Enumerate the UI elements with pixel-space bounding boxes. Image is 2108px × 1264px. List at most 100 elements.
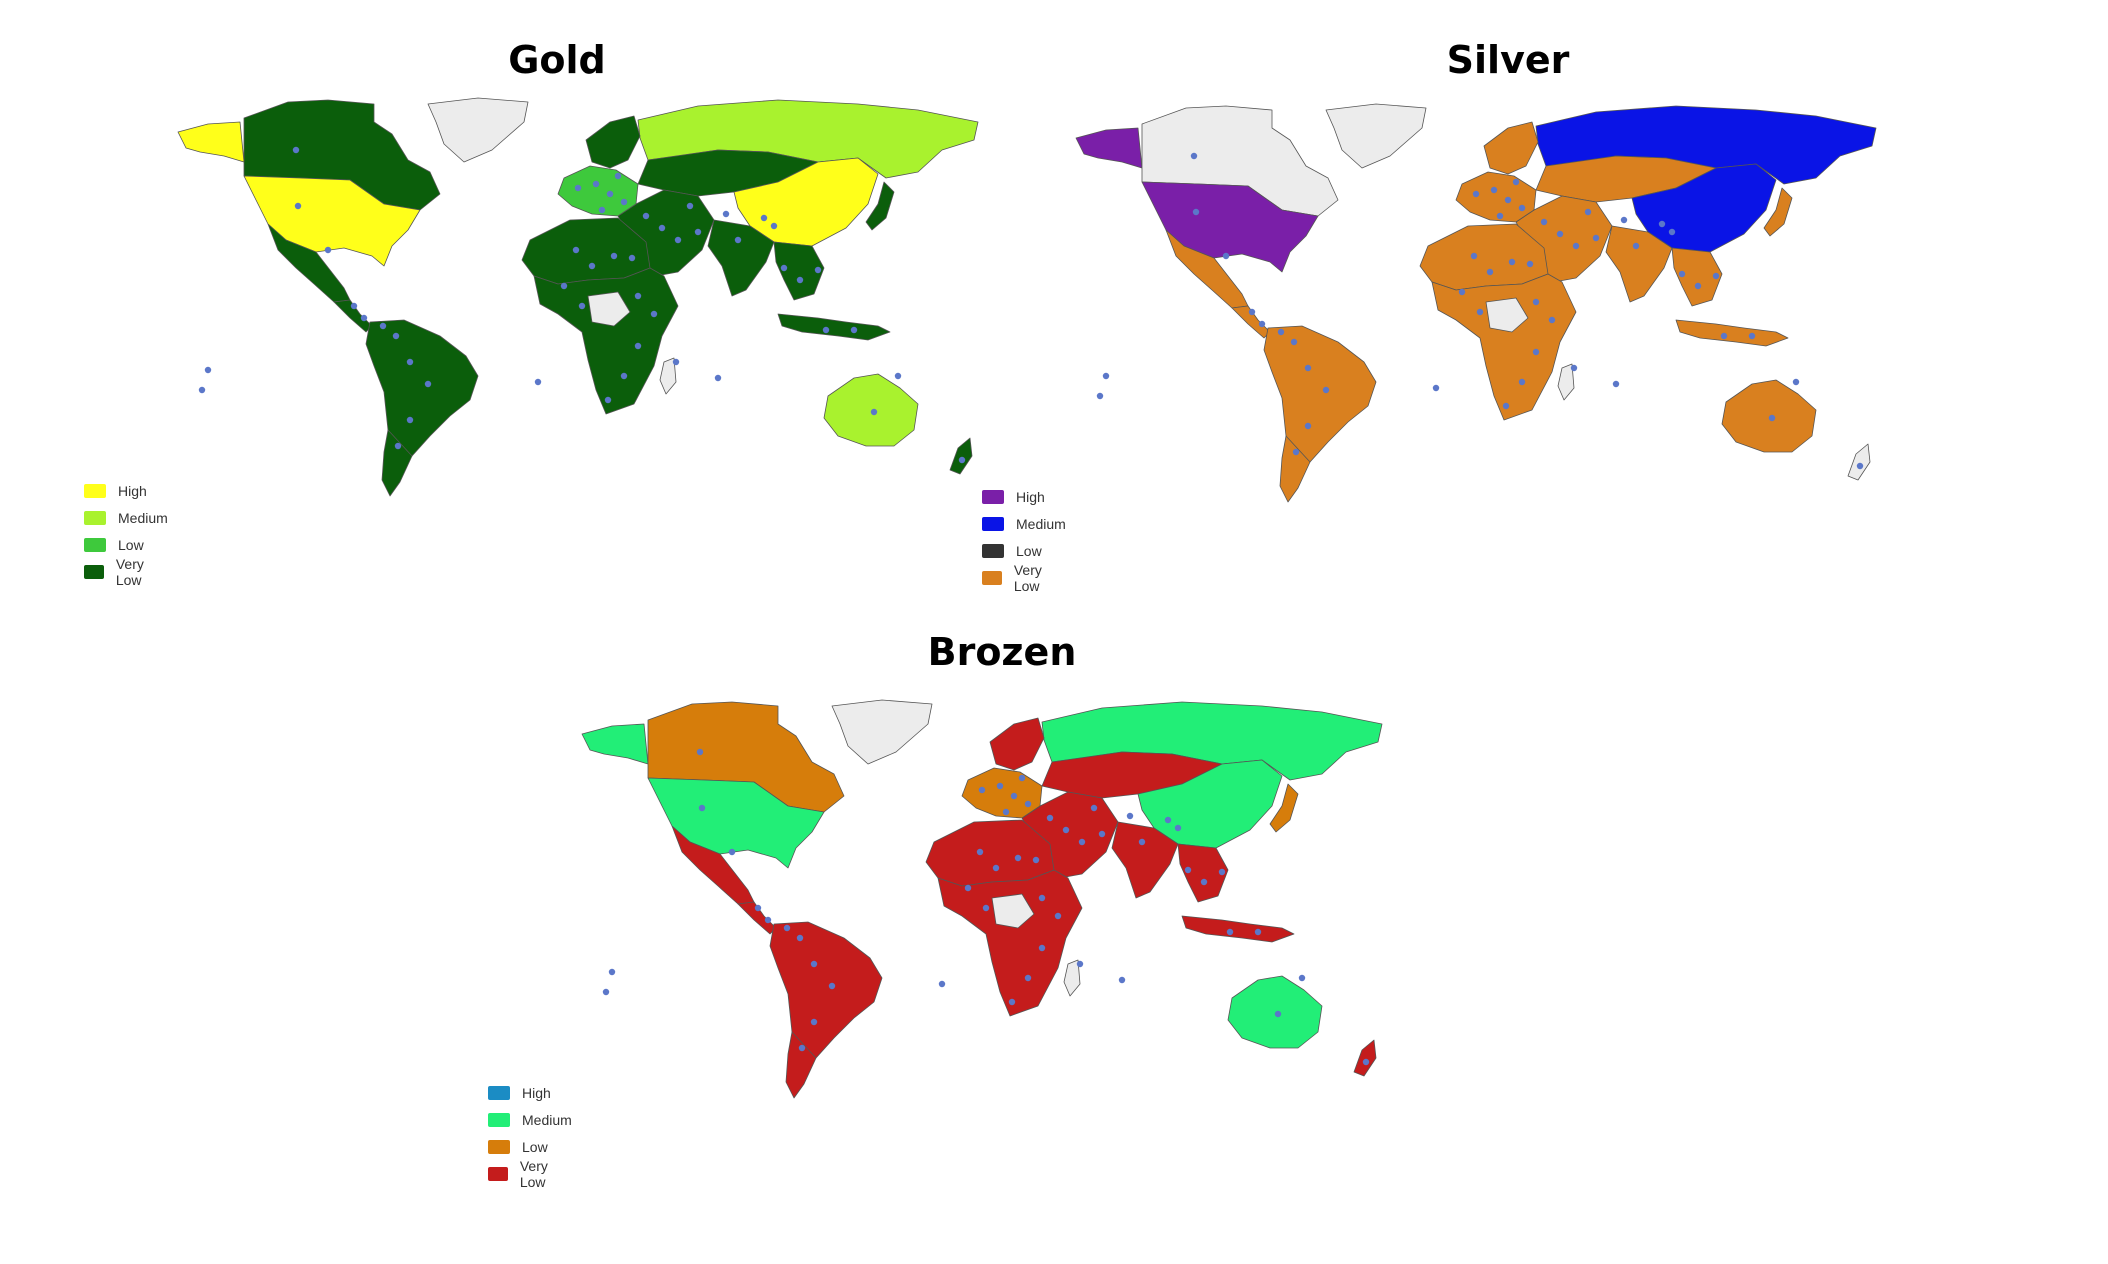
- city-marker: [1038, 894, 1046, 902]
- city-marker: [978, 786, 986, 794]
- city-marker: [292, 146, 300, 154]
- city-marker: [686, 202, 694, 210]
- legend-swatch: [84, 564, 104, 579]
- legend-item-very-low: Very Low: [84, 556, 168, 588]
- city-marker: [822, 326, 830, 334]
- city-marker: [1502, 402, 1510, 410]
- world-map: [1075, 103, 1877, 503]
- region-china: [733, 157, 879, 247]
- city-marker: [1518, 204, 1526, 212]
- region-indonesia: [777, 313, 891, 341]
- city-marker: [424, 380, 432, 388]
- city-marker: [894, 372, 902, 380]
- legend-item-low: Low: [982, 537, 1066, 564]
- city-marker: [770, 222, 778, 230]
- city-marker: [1010, 792, 1018, 800]
- city-marker: [1658, 220, 1666, 228]
- city-marker: [650, 310, 658, 318]
- city-marker: [672, 358, 680, 366]
- region-new-zealand: [1847, 443, 1871, 481]
- city-marker: [634, 342, 642, 350]
- world-map: [177, 97, 979, 497]
- city-marker: [606, 190, 614, 198]
- legend-swatch: [84, 510, 106, 525]
- city-marker: [608, 968, 616, 976]
- legend-label: Medium: [1016, 515, 1066, 532]
- city-marker: [610, 252, 618, 260]
- city-marker: [694, 228, 702, 236]
- city-marker: [992, 864, 1000, 872]
- city-marker: [1038, 944, 1046, 952]
- city-marker: [620, 198, 628, 206]
- city-marker: [1584, 208, 1592, 216]
- region-india: [1111, 821, 1179, 899]
- city-marker: [634, 292, 642, 300]
- map-legend: High Medium Low Very Low: [488, 1079, 572, 1190]
- city-marker: [1126, 812, 1134, 820]
- city-marker: [642, 212, 650, 220]
- legend-label: Medium: [522, 1111, 572, 1128]
- city-marker: [1490, 186, 1498, 194]
- city-marker: [1508, 258, 1516, 266]
- city-marker: [1678, 270, 1686, 278]
- legend-swatch: [488, 1139, 510, 1154]
- city-marker: [1458, 288, 1466, 296]
- legend-label: High: [118, 482, 147, 499]
- legend-swatch: [982, 489, 1004, 504]
- legend-swatch: [488, 1085, 510, 1100]
- city-marker: [714, 374, 722, 382]
- city-marker: [1496, 212, 1504, 220]
- city-marker: [1792, 378, 1800, 386]
- region-australia: [1721, 379, 1817, 453]
- city-marker: [1432, 384, 1440, 392]
- city-marker: [1076, 960, 1084, 968]
- city-marker: [392, 332, 400, 340]
- city-marker: [204, 366, 212, 374]
- city-marker: [734, 236, 742, 244]
- legend-swatch: [488, 1166, 508, 1181]
- city-marker: [1532, 298, 1540, 306]
- city-marker: [1184, 866, 1192, 874]
- legend-label: Low: [118, 536, 144, 553]
- city-marker: [534, 378, 542, 386]
- legend-label: High: [1016, 488, 1045, 505]
- city-marker: [760, 214, 768, 222]
- city-marker: [996, 782, 1004, 790]
- region-patagonia: [785, 1031, 817, 1099]
- city-marker: [1226, 928, 1234, 936]
- city-marker: [1362, 1058, 1370, 1066]
- region-southeast-asia: [1671, 247, 1723, 307]
- city-marker: [1274, 1010, 1282, 1018]
- city-marker: [1222, 252, 1230, 260]
- city-marker: [1002, 808, 1010, 816]
- city-marker: [1190, 152, 1198, 160]
- city-marker: [796, 276, 804, 284]
- region-greenland: [1325, 103, 1427, 169]
- legend-item-medium: Medium: [488, 1106, 572, 1133]
- city-marker: [1540, 218, 1548, 226]
- city-marker: [1218, 868, 1226, 876]
- legend-item-low: Low: [488, 1133, 572, 1160]
- region-southeast-asia: [773, 241, 825, 301]
- region-scandinavia: [585, 115, 641, 169]
- region-alaska: [177, 121, 245, 163]
- city-marker: [1304, 364, 1312, 372]
- legend-label: Very Low: [519, 1157, 548, 1190]
- region-new-zealand: [1353, 1039, 1377, 1077]
- city-marker: [394, 442, 402, 450]
- city-marker: [592, 180, 600, 188]
- panel-title: Gold: [508, 38, 606, 82]
- region-south-america: [1263, 325, 1377, 469]
- world-map: [581, 699, 1383, 1099]
- legend-label: Low: [1016, 542, 1042, 559]
- legend-label: Medium: [118, 509, 168, 526]
- city-marker: [604, 396, 612, 404]
- region-madagascar: [659, 357, 677, 395]
- region-africa-body: [937, 869, 1083, 1017]
- legend-swatch: [84, 483, 106, 498]
- map-legend: High Medium Low Very Low: [84, 477, 168, 588]
- city-marker: [1856, 462, 1864, 470]
- region-south-america: [769, 921, 883, 1065]
- region-south-america: [365, 319, 479, 463]
- city-marker: [1612, 380, 1620, 388]
